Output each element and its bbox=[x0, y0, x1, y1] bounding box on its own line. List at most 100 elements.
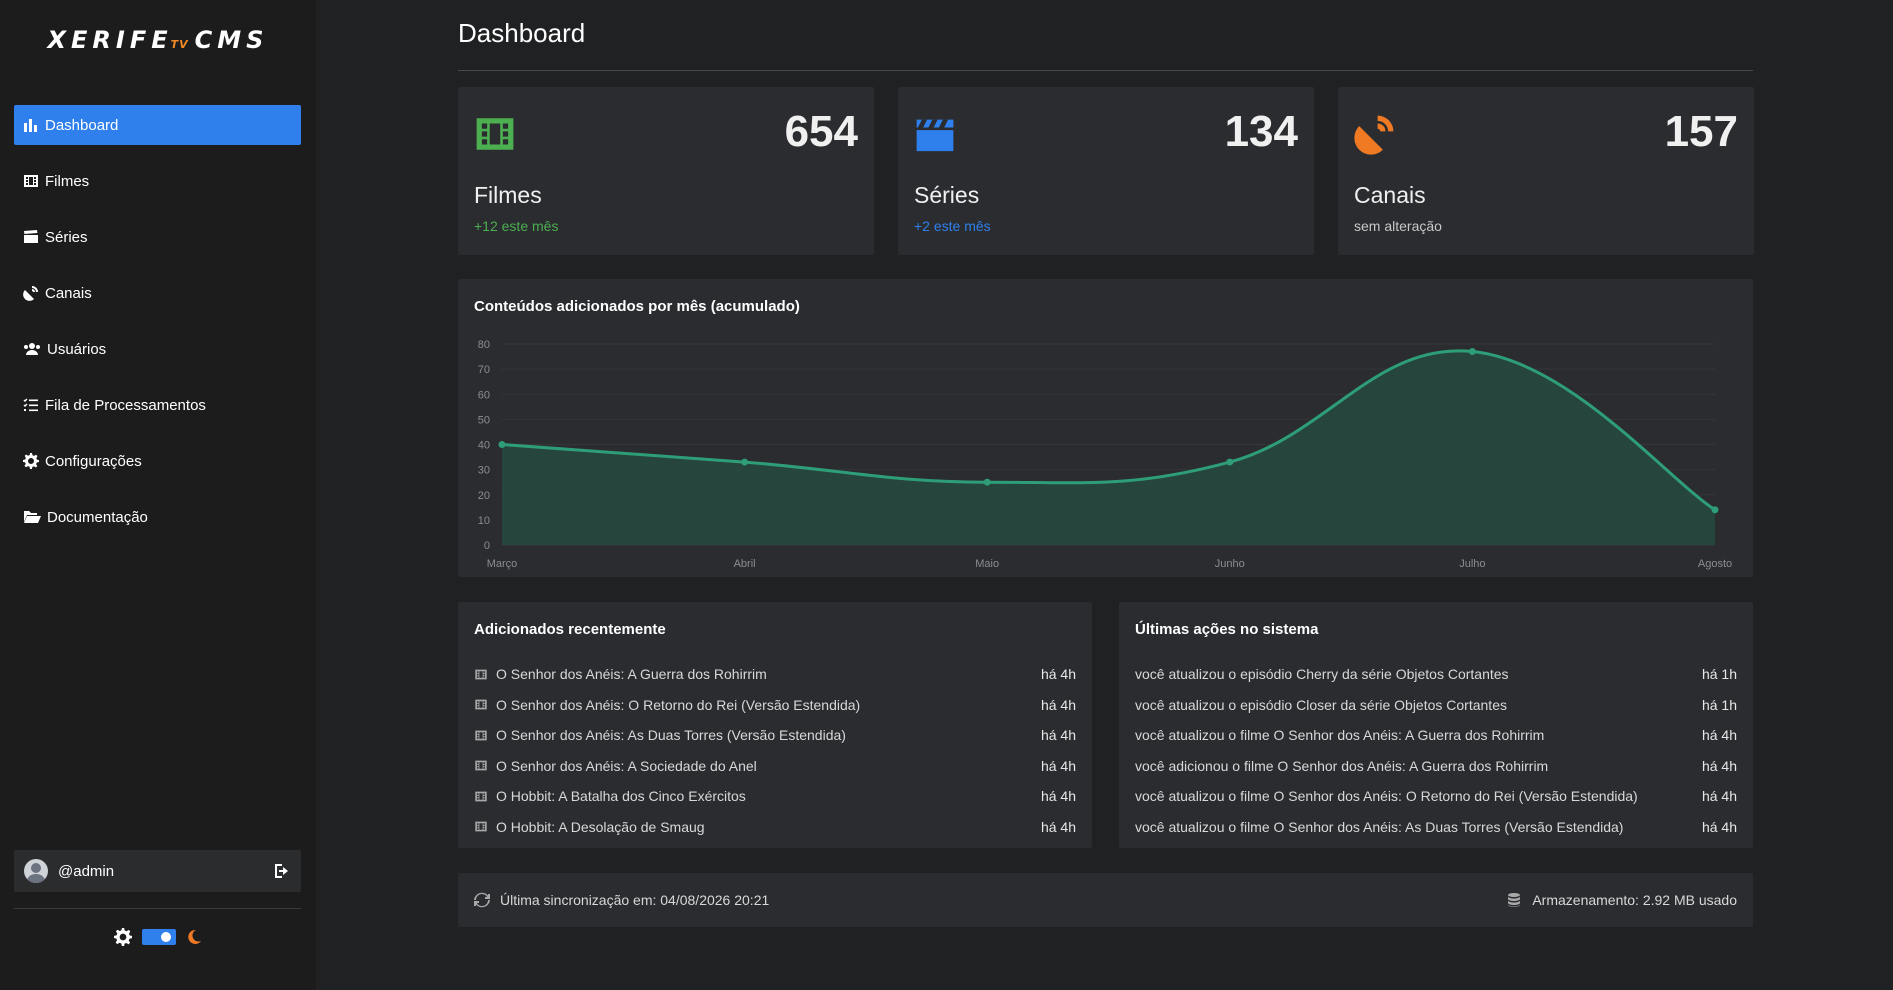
list-item[interactable]: O Senhor dos Anéis: As Duas Torres (Vers… bbox=[474, 720, 1076, 751]
recent-title: Adicionados recentemente bbox=[474, 621, 666, 638]
film-icon bbox=[475, 730, 487, 741]
bar-chart-icon bbox=[24, 119, 37, 132]
logout-icon[interactable] bbox=[273, 862, 291, 880]
film-icon bbox=[475, 760, 487, 771]
sidebar-item-canais[interactable]: Canais bbox=[14, 273, 301, 313]
area-chart: 0 10 20 30 40 50 60 70 80 Março Abril Maio Junho Julh… bbox=[478, 339, 1732, 570]
logo-tv: TV bbox=[170, 38, 189, 51]
list-item[interactable]: você atualizou o episódio Closer da séri… bbox=[1135, 690, 1737, 721]
actions-list: você atualizou o episódio Cherry da séri… bbox=[1135, 659, 1737, 842]
sidebar-item-filmes[interactable]: Filmes bbox=[14, 161, 301, 201]
list-item-title: você atualizou o filme O Senhor dos Anéi… bbox=[1135, 727, 1545, 744]
stat-label: Filmes bbox=[474, 182, 542, 208]
theme-switcher bbox=[0, 928, 316, 946]
x-tick-label: Julho bbox=[1459, 558, 1485, 570]
stat-label: Canais bbox=[1354, 182, 1426, 208]
actions-title: Últimas ações no sistema bbox=[1135, 621, 1319, 638]
sidebar-nav: Dashboard Filmes Séries Canais Usuários … bbox=[14, 105, 301, 553]
film-icon bbox=[475, 821, 487, 832]
list-item[interactable]: você adicionou o filme O Senhor dos Anéi… bbox=[1135, 751, 1737, 782]
gear-icon bbox=[23, 453, 39, 469]
sidebar: XERIFETV CMS Dashboard Filmes Séries Cana… bbox=[0, 0, 316, 990]
y-tick-label: 30 bbox=[478, 465, 490, 477]
sidebar-item-label: Configurações bbox=[45, 452, 142, 470]
y-tick-label: 60 bbox=[478, 389, 490, 401]
sidebar-item-label: Usuários bbox=[47, 340, 107, 358]
y-tick-label: 50 bbox=[478, 414, 490, 426]
list-item-title: O Hobbit: A Batalha dos Cinco Exércitos bbox=[496, 788, 746, 805]
list-item[interactable]: O Senhor dos Anéis: A Guerra dos Rohirri… bbox=[474, 659, 1076, 690]
list-item[interactable]: você atualizou o episódio Cherry da séri… bbox=[1135, 659, 1737, 690]
satellite-dish-icon bbox=[1354, 115, 1394, 155]
satellite-dish-icon bbox=[23, 286, 38, 301]
list-item[interactable]: O Senhor dos Anéis: O Retorno do Rei (Ve… bbox=[474, 690, 1076, 721]
list-check-icon bbox=[23, 398, 38, 412]
y-tick-label: 0 bbox=[484, 540, 490, 552]
list-item-time: há 1h bbox=[1701, 666, 1737, 683]
storage-status: Armazenamento: 2.92 MB usado bbox=[1532, 892, 1737, 908]
username: @admin bbox=[58, 862, 115, 880]
theme-toggle[interactable] bbox=[142, 929, 176, 945]
stat-count: 157 bbox=[1664, 107, 1738, 156]
list-item[interactable]: O Senhor dos Anéis: A Sociedade do Anel h… bbox=[474, 751, 1076, 782]
x-tick-label: Junho bbox=[1215, 558, 1245, 570]
sidebar-item-label: Fila de Processamentos bbox=[45, 396, 206, 414]
list-item-time: há 4h bbox=[1701, 818, 1737, 835]
sync-status: Última sincronização em: 04/08/2026 20:2… bbox=[500, 892, 770, 908]
list-item-title: O Senhor dos Anéis: A Sociedade do Anel bbox=[496, 757, 757, 774]
list-item[interactable]: você atualizou o filme O Senhor dos Anéi… bbox=[1135, 720, 1737, 751]
chart-point bbox=[1226, 458, 1234, 466]
sun-icon bbox=[114, 928, 132, 946]
sidebar-item-series[interactable]: Séries bbox=[14, 217, 301, 257]
y-tick-label: 80 bbox=[478, 339, 490, 351]
stat-change: sem alteração bbox=[1354, 218, 1442, 234]
stat-change: +2 este mês bbox=[914, 218, 991, 234]
list-item[interactable]: O Hobbit: A Desolação de Smaug há 4h bbox=[474, 812, 1076, 843]
sidebar-item-dashboard[interactable]: Dashboard bbox=[14, 105, 301, 145]
list-item[interactable]: você atualizou o filme O Senhor dos Anéi… bbox=[1135, 781, 1737, 812]
folder-open-icon bbox=[24, 511, 41, 523]
list-item[interactable]: você atualizou o filme O Senhor dos Anéi… bbox=[1135, 812, 1737, 843]
user-box: @admin bbox=[14, 850, 301, 892]
list-item-title: você atualizou o episódio Cherry da séri… bbox=[1135, 666, 1509, 683]
app-logo[interactable]: XERIFETV CMS bbox=[0, 26, 316, 54]
sidebar-item-documentacao[interactable]: Documentação bbox=[14, 497, 301, 537]
y-tick-label: 10 bbox=[478, 515, 490, 527]
sidebar-item-label: Séries bbox=[45, 228, 88, 246]
stat-card-canais[interactable]: 157 Canais sem alteração bbox=[1338, 87, 1754, 255]
list-item-title: você atualizou o episódio Closer da séri… bbox=[1135, 696, 1507, 713]
status-bar: Última sincronização em: 04/08/2026 20:2… bbox=[458, 873, 1753, 927]
y-tick-label: 20 bbox=[478, 490, 490, 502]
sidebar-item-label: Documentação bbox=[47, 508, 148, 526]
list-item-title: você adicionou o filme O Senhor dos Anéi… bbox=[1135, 757, 1549, 774]
sidebar-item-label: Canais bbox=[45, 284, 92, 302]
film-icon bbox=[476, 118, 514, 150]
recent-list: O Senhor dos Anéis: A Guerra dos Rohirri… bbox=[474, 659, 1076, 842]
sidebar-item-usuarios[interactable]: Usuários bbox=[14, 329, 301, 369]
list-item-time: há 4h bbox=[1040, 696, 1076, 713]
clapperboard-icon bbox=[24, 230, 38, 243]
avatar[interactable] bbox=[24, 859, 48, 883]
recent-panel: Adicionados recentemente O Senhor dos An… bbox=[458, 602, 1092, 848]
list-item-title: você atualizou o filme O Senhor dos Anéi… bbox=[1135, 818, 1624, 835]
x-tick-label: Maio bbox=[975, 558, 999, 570]
list-item-title: O Hobbit: A Desolação de Smaug bbox=[496, 818, 705, 835]
stat-card-filmes[interactable]: 654 Filmes +12 este mês bbox=[458, 87, 874, 255]
list-item-title: O Senhor dos Anéis: A Guerra dos Rohirri… bbox=[496, 666, 767, 683]
sync-icon[interactable] bbox=[474, 892, 490, 908]
film-icon bbox=[475, 791, 487, 802]
title-divider bbox=[458, 70, 1753, 71]
list-item[interactable]: O Hobbit: A Batalha dos Cinco Exércitos h… bbox=[474, 781, 1076, 812]
chart-point bbox=[983, 478, 991, 486]
list-item-time: há 1h bbox=[1701, 696, 1737, 713]
database-icon bbox=[1508, 893, 1521, 907]
sidebar-item-fila[interactable]: Fila de Processamentos bbox=[14, 385, 301, 425]
list-item-title: você atualizou o filme O Senhor dos Anéi… bbox=[1135, 788, 1638, 805]
chart-line bbox=[501, 349, 1716, 512]
list-item-time: há 4h bbox=[1701, 727, 1737, 744]
list-item-time: há 4h bbox=[1701, 757, 1737, 774]
list-item-time: há 4h bbox=[1040, 757, 1076, 774]
list-item-time: há 4h bbox=[1040, 788, 1076, 805]
sidebar-item-configuracoes[interactable]: Configurações bbox=[14, 441, 301, 481]
stat-card-series[interactable]: 134 Séries +2 este mês bbox=[898, 87, 1314, 255]
